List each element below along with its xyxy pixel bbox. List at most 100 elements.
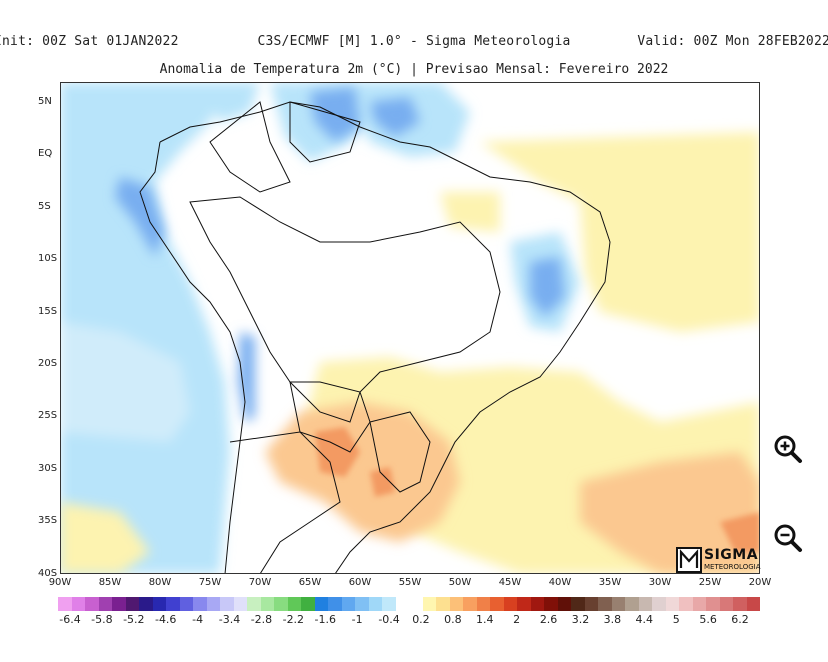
valid-time-label: Valid: 00Z Mon 28FEB2022 [637, 34, 828, 49]
latitude-label: 10S [38, 253, 58, 265]
latitude-label: 35S [38, 515, 58, 527]
color-swatch [449, 597, 463, 611]
color-scale-label: -0.4 [378, 613, 400, 626]
color-swatch [422, 597, 436, 611]
longitude-label: 55W [398, 577, 422, 588]
color-swatch [746, 597, 760, 611]
longitude-label: 35W [598, 577, 622, 588]
atlantic-warm-area [480, 132, 760, 332]
south-atlantic-warm [580, 452, 760, 574]
color-scale-label: -2.2 [282, 613, 305, 626]
latitude-label: EQ [38, 148, 53, 160]
pacific-cool-area-2 [60, 322, 190, 442]
anomaly-map[interactable] [60, 82, 760, 574]
paraguay-border [289, 381, 371, 453]
nw-cool-area [200, 82, 260, 122]
color-swatch [719, 597, 733, 611]
zoom-out-button[interactable] [772, 522, 804, 554]
color-scale-label: -5.2 [123, 613, 145, 626]
latitude-label: 40S [38, 567, 58, 579]
zoom-out-icon [774, 524, 802, 552]
peru-coast-cool [115, 177, 165, 257]
color-swatch [233, 597, 247, 611]
color-swatch [436, 597, 450, 611]
strong-warm-shading [315, 427, 760, 552]
color-scale-label: -3.4 [218, 613, 241, 626]
color-swatch [598, 597, 612, 611]
longitude-label: 80W [148, 577, 172, 588]
color-swatch [611, 597, 625, 611]
south-brazil-borders [369, 411, 431, 493]
southwest-warm-area [60, 502, 150, 574]
color-scale-label: 1.4 [476, 613, 494, 626]
color-swatch [571, 597, 585, 611]
latitude-label: 5N [38, 96, 52, 107]
color-swatch [139, 597, 153, 611]
color-swatch [98, 597, 112, 611]
color-swatch [584, 597, 598, 611]
latitude-label: 15S [38, 305, 58, 317]
color-swatch [152, 597, 166, 611]
color-scale-label: 6.2 [731, 613, 749, 626]
latitude-label: 30S [38, 462, 58, 474]
logo-name: SIGMA [704, 547, 759, 563]
bahia-cool-core [530, 257, 565, 317]
color-scale-label: -1 [351, 613, 363, 626]
longitude-label: 40W [548, 577, 572, 588]
longitude-label: 20W [748, 577, 772, 588]
chile-coast-cool [238, 332, 255, 422]
color-swatch [395, 597, 409, 611]
color-swatch [665, 597, 679, 611]
longitude-label: 50W [448, 577, 472, 588]
longitude-label: 30W [648, 577, 672, 588]
longitude-label: 65W [298, 577, 322, 588]
east-coastline [159, 101, 611, 574]
model-source-label: C3S/ECMWF [M] 1.0° - Sigma Meteorologia [257, 34, 571, 49]
color-scale-label: 5 [672, 613, 680, 626]
color-scale-label: -5.8 [91, 613, 113, 626]
color-scale-label: 4.4 [635, 613, 654, 626]
zoom-in-button[interactable] [772, 433, 804, 465]
color-swatch [355, 597, 369, 611]
longitude-label: 85W [98, 577, 122, 588]
color-scale-label: 2 [513, 613, 521, 626]
color-swatch [625, 597, 639, 611]
venezuela-border [289, 101, 361, 163]
color-swatch [544, 597, 558, 611]
color-scale-label: 2.6 [539, 613, 558, 626]
latitude-label: 20S [38, 358, 58, 369]
east-warm-core [720, 512, 760, 552]
latitude-label: 5S [38, 200, 51, 212]
color-swatch [85, 597, 99, 611]
latitude-label: 25S [38, 410, 58, 422]
color-swatch [58, 597, 72, 611]
color-swatch [314, 597, 328, 611]
amazon-warm-area [440, 192, 500, 232]
color-swatch [206, 597, 220, 611]
color-swatch [706, 597, 720, 611]
color-scale-bar [58, 597, 760, 611]
color-swatch [125, 597, 139, 611]
color-swatch [260, 597, 274, 611]
color-swatch [503, 597, 517, 611]
color-scale-label: -2.8 [250, 613, 273, 626]
color-scale-label: -1.6 [314, 613, 336, 626]
color-scale-label: -6.4 [59, 613, 81, 626]
west-coastline [139, 141, 246, 574]
map-canvas [60, 82, 760, 574]
continent-outline [139, 101, 611, 574]
color-swatch [341, 597, 355, 611]
color-swatch [382, 597, 396, 611]
color-swatch [463, 597, 477, 611]
stronger-cool-shading [115, 87, 565, 422]
sigma-logo-mark [676, 547, 702, 573]
color-swatch [679, 597, 693, 611]
map-title: Anomalia de Temperatura 2m (°C) | Previs… [159, 62, 669, 77]
color-swatch [274, 597, 288, 611]
color-swatch [166, 597, 180, 611]
color-swatch [692, 597, 706, 611]
color-scale-label: -4.6 [154, 613, 177, 626]
uruguay-warm-core [370, 467, 395, 497]
color-swatch [71, 597, 85, 611]
argentina-border [229, 431, 341, 574]
